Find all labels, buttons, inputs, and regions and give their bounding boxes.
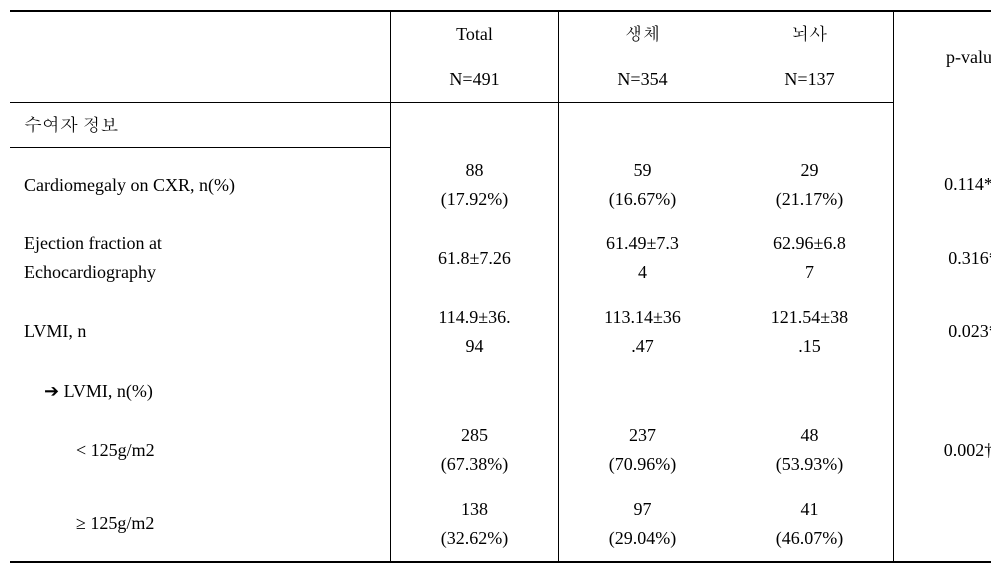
cell-groupB: 121.54±38 .15	[726, 295, 894, 369]
sub-header-text: ➔ LVMI, n(%)	[44, 381, 153, 401]
value-line: 88	[466, 160, 484, 180]
table-row: ≥ 125g/m2 138 (32.62%) 97 (29.04%) 41 (4…	[10, 487, 991, 562]
stats-table: Total 생체 뇌사 p-value N=491 N=354 N=137 수여…	[10, 10, 991, 563]
cell-groupA: 59 (16.67%)	[559, 148, 727, 222]
label-line: Ejection fraction at	[24, 233, 162, 253]
row-label: ≥ 125g/m2	[10, 487, 391, 562]
value-line: (21.17%)	[776, 189, 843, 209]
header-groupB-n: N=137	[726, 57, 894, 102]
section-blank-p	[894, 102, 991, 148]
value-line: (17.92%)	[441, 189, 508, 209]
cell-total: 138 (32.62%)	[391, 487, 559, 562]
value-line: 94	[466, 336, 484, 356]
label-line: Echocardiography	[24, 262, 156, 282]
cell-total: 285 (67.38%)	[391, 413, 559, 487]
row-label: LVMI, n	[10, 295, 391, 369]
section-blank-total	[391, 102, 559, 148]
value-line: (29.04%)	[609, 528, 676, 548]
section-blank-a	[559, 102, 727, 148]
row-label: Cardiomegaly on CXR, n(%)	[10, 148, 391, 222]
sub-header-blank-a	[559, 369, 727, 414]
header-pvalue-label: p-value	[894, 11, 991, 102]
table-header-row-2: N=491 N=354 N=137	[10, 57, 991, 102]
sub-header-blank-b	[726, 369, 894, 414]
table-row: Cardiomegaly on CXR, n(%) 88 (17.92%) 59…	[10, 148, 991, 222]
value-line: 29	[801, 160, 819, 180]
table-header-row-1: Total 생체 뇌사 p-value	[10, 11, 991, 57]
value-line: 61.8±7.26	[438, 248, 511, 268]
cell-groupB: 41 (46.07%)	[726, 487, 894, 562]
cell-groupA: 237 (70.96%)	[559, 413, 727, 487]
cell-groupA: 97 (29.04%)	[559, 487, 727, 562]
value-line: 114.9±36.	[438, 307, 510, 327]
value-line: 121.54±38	[771, 307, 848, 327]
value-line: .47	[631, 336, 654, 356]
sub-header-row: ➔ LVMI, n(%)	[10, 369, 991, 414]
cell-pvalue: 0.316*	[894, 221, 991, 295]
header-total-label: Total	[391, 11, 559, 57]
value-line: 237	[629, 425, 656, 445]
cell-groupB: 48 (53.93%)	[726, 413, 894, 487]
section-title: 수여자 정보	[10, 102, 391, 148]
table-row: Ejection fraction at Echocardiography 61…	[10, 221, 991, 295]
value-line: 41	[801, 499, 819, 519]
cell-total: 61.8±7.26	[391, 221, 559, 295]
header-groupA-label: 생체	[559, 11, 727, 57]
value-line: 4	[638, 262, 647, 282]
cell-groupA: 61.49±7.3 4	[559, 221, 727, 295]
value-line: 138	[461, 499, 488, 519]
cell-groupB: 62.96±6.8 7	[726, 221, 894, 295]
value-line: 97	[634, 499, 652, 519]
value-line: 48	[801, 425, 819, 445]
sub-header-blank-total	[391, 369, 559, 414]
sub-header-label: ➔ LVMI, n(%)	[10, 369, 391, 414]
value-line: 61.49±7.3	[606, 233, 679, 253]
value-line: 59	[634, 160, 652, 180]
cell-total: 88 (17.92%)	[391, 148, 559, 222]
value-line: (46.07%)	[776, 528, 843, 548]
value-line: (32.62%)	[441, 528, 508, 548]
table-row: < 125g/m2 285 (67.38%) 237 (70.96%) 48 (…	[10, 413, 991, 487]
value-line: (70.96%)	[609, 454, 676, 474]
section-blank-b	[726, 102, 894, 148]
row-label: Ejection fraction at Echocardiography	[10, 221, 391, 295]
header-blank-2	[10, 57, 391, 102]
section-title-row: 수여자 정보	[10, 102, 991, 148]
value-line: 113.14±36	[604, 307, 681, 327]
table-row: LVMI, n 114.9±36. 94 113.14±36 .47 121.5…	[10, 295, 991, 369]
header-blank	[10, 11, 391, 57]
value-line: 7	[805, 262, 814, 282]
cell-pvalue: 0.114**	[894, 148, 991, 222]
value-line: 62.96±6.8	[773, 233, 846, 253]
value-line: (16.67%)	[609, 189, 676, 209]
cell-total: 114.9±36. 94	[391, 295, 559, 369]
value-line: .15	[798, 336, 821, 356]
row-label: < 125g/m2	[10, 413, 391, 487]
header-groupB-label: 뇌사	[726, 11, 894, 57]
header-groupA-n: N=354	[559, 57, 727, 102]
header-total-n: N=491	[391, 57, 559, 102]
cell-pvalue: 0.002††	[894, 413, 991, 487]
cell-groupA: 113.14±36 .47	[559, 295, 727, 369]
cell-pvalue: 0.023*	[894, 295, 991, 369]
value-line: 285	[461, 425, 488, 445]
cell-groupB: 29 (21.17%)	[726, 148, 894, 222]
sub-header-blank-p	[894, 369, 991, 414]
value-line: (53.93%)	[776, 454, 843, 474]
value-line: (67.38%)	[441, 454, 508, 474]
cell-pvalue	[894, 487, 991, 562]
